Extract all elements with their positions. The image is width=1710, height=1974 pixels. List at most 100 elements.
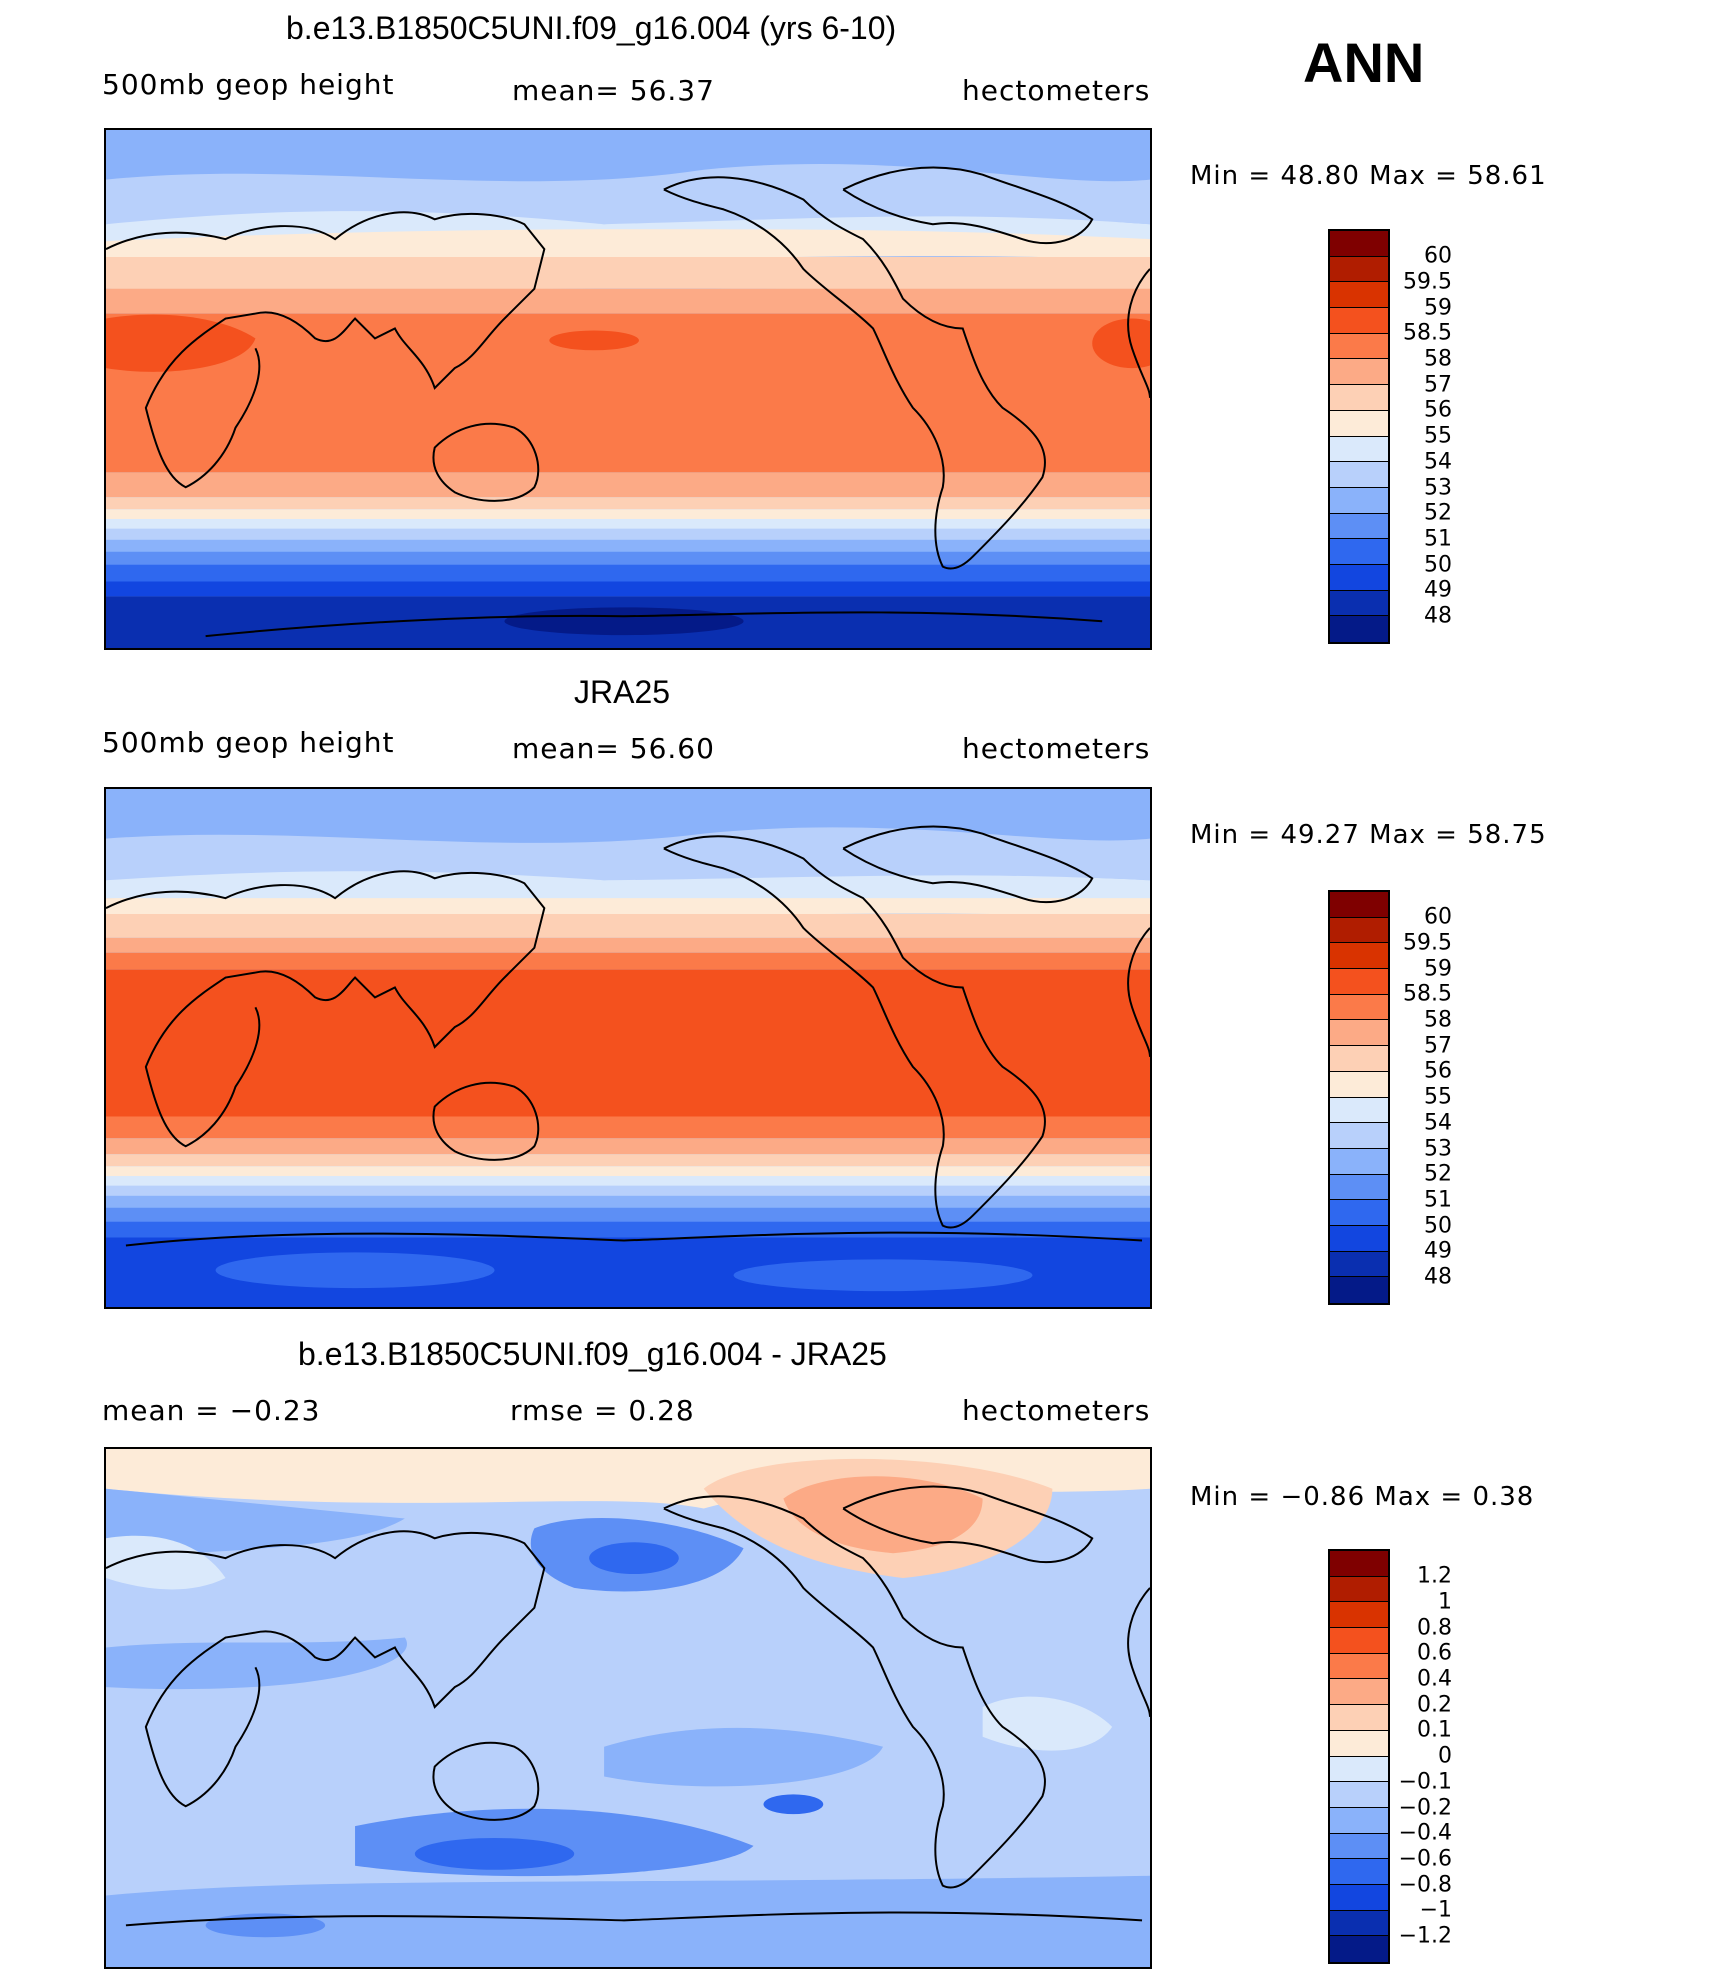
panel3-colorbar-swatch — [1330, 1782, 1388, 1808]
legend-tick-label: 59.5 — [1403, 269, 1452, 295]
panel2-mean-label: mean= 56.60 — [512, 732, 715, 765]
panel1-title: b.e13.B1850C5UNI.f09_g16.004 (yrs 6-10) — [286, 10, 897, 46]
legend-tick-label: 57 — [1424, 372, 1452, 398]
panel2-colorbar-swatch — [1330, 1251, 1388, 1278]
panel1-map — [104, 128, 1152, 650]
panel1-colorbar-swatch — [1330, 436, 1388, 463]
panel3-colorbar-swatch — [1330, 1679, 1388, 1706]
panel3-units-label: hectometers — [962, 1394, 1151, 1427]
panel2-colorbar-swatch — [1330, 892, 1388, 918]
panel3-colorbar-swatch — [1330, 1705, 1388, 1731]
panel1-colorbar-swatch — [1330, 282, 1388, 309]
panel2-colorbar-swatch — [1330, 1020, 1388, 1047]
panel2-colorbar-swatch — [1330, 1277, 1388, 1303]
panel2-colorbar-swatch — [1330, 1200, 1388, 1226]
legend-tick-label: 58.5 — [1403, 320, 1452, 346]
panel1-colorbar-swatch — [1330, 616, 1388, 642]
legend-tick-label: −1.2 — [1398, 1923, 1452, 1949]
panel2-colorbar-swatch — [1330, 1097, 1388, 1124]
legend-tick-label: 51 — [1424, 1187, 1452, 1213]
panel1-contour-field — [106, 130, 1150, 648]
panel1-colorbar-swatch — [1330, 385, 1388, 411]
season-label: ANN — [1303, 31, 1425, 94]
panel3-colorbar-swatch — [1330, 1807, 1388, 1834]
panel2-colorbar-swatch — [1330, 994, 1388, 1021]
panel3-mean-label: mean = −0.23 — [102, 1394, 321, 1427]
panel3-colorbar-swatch — [1330, 1653, 1388, 1680]
panel3-colorbar-swatch — [1330, 1833, 1388, 1860]
panel3-colorbar-swatch — [1330, 1576, 1388, 1603]
legend-tick-label: 50 — [1424, 552, 1452, 578]
legend-tick-label: 52 — [1424, 500, 1452, 526]
legend-tick-label: 60 — [1424, 243, 1452, 269]
panel3-colorbar-swatch — [1330, 1730, 1388, 1757]
panel2-colorbar-swatch — [1330, 969, 1388, 995]
panel2-title: JRA25 — [574, 674, 671, 710]
panel3-colorbar-swatch — [1330, 1936, 1388, 1962]
panel3-minmax: Min = −0.86 Max = 0.38 — [1190, 1482, 1535, 1512]
legend-tick-label: 0.1 — [1417, 1717, 1452, 1743]
panel3-colorbar-swatch — [1330, 1756, 1388, 1783]
panel1-colorbar-swatch — [1330, 256, 1388, 283]
panel1-colorbar-swatch — [1330, 513, 1388, 540]
panel1-minmax: Min = 48.80 Max = 58.61 — [1190, 161, 1547, 191]
legend-tick-label: 60 — [1424, 904, 1452, 930]
legend-tick-label: −0.8 — [1398, 1872, 1452, 1898]
legend-tick-label: 55 — [1424, 1084, 1452, 1110]
legend-tick-label: 0 — [1438, 1743, 1452, 1769]
panel1-units-label: hectometers — [962, 74, 1151, 107]
legend-tick-label: 53 — [1424, 475, 1452, 501]
legend-tick-label: 49 — [1424, 1238, 1452, 1264]
panel2-colorbar-swatch — [1330, 1071, 1388, 1098]
panel3-colorbar-swatch — [1330, 1859, 1388, 1885]
panel3-map — [104, 1447, 1152, 1969]
panel2-units-label: hectometers — [962, 732, 1151, 765]
panel2-colorbar-swatch — [1330, 943, 1388, 970]
panel1-colorbar-swatch — [1330, 462, 1388, 488]
panel3-colorbar-swatch — [1330, 1884, 1388, 1911]
panel2-contour-field — [106, 789, 1150, 1307]
legend-tick-label: 51 — [1424, 526, 1452, 552]
legend-tick-label: −0.2 — [1398, 1795, 1452, 1821]
panel2-colorbar-swatch — [1330, 917, 1388, 944]
legend-tick-label: 1.2 — [1417, 1563, 1452, 1589]
legend-tick-label: 0.6 — [1417, 1640, 1452, 1666]
legend-tick-label: −0.1 — [1398, 1769, 1452, 1795]
legend-tick-label: 57 — [1424, 1033, 1452, 1059]
legend-tick-label: 58.5 — [1403, 981, 1452, 1007]
legend-tick-label: 50 — [1424, 1213, 1452, 1239]
legend-tick-label: 58 — [1424, 1007, 1452, 1033]
panel3-colorbar-swatch — [1330, 1628, 1388, 1654]
legend-tick-label: 0.4 — [1417, 1666, 1452, 1692]
legend-tick-label: 52 — [1424, 1161, 1452, 1187]
legend-tick-label: 49 — [1424, 577, 1452, 603]
panel1-colorbar-swatch — [1330, 333, 1388, 360]
legend-tick-label: 0.2 — [1417, 1692, 1452, 1718]
panel3-colorbar — [1328, 1549, 1390, 1964]
legend-tick-label: −0.6 — [1398, 1846, 1452, 1872]
legend-tick-label: 54 — [1424, 449, 1452, 475]
panel1-colorbar — [1328, 229, 1390, 644]
panel1-colorbar-swatch — [1330, 308, 1388, 334]
legend-tick-label: 56 — [1424, 1058, 1452, 1084]
legend-tick-label: 53 — [1424, 1136, 1452, 1162]
panel2-colorbar-swatch — [1330, 1148, 1388, 1175]
panel2-minmax: Min = 49.27 Max = 58.75 — [1190, 820, 1547, 850]
panel2-colorbar-swatch — [1330, 1225, 1388, 1252]
panel1-colorbar-swatch — [1330, 539, 1388, 565]
legend-tick-label: 48 — [1424, 1264, 1452, 1290]
panel1-variable-label: 500mb geop height — [102, 68, 395, 101]
legend-tick-label: −0.4 — [1398, 1820, 1452, 1846]
panel1-mean-label: mean= 56.37 — [512, 74, 715, 107]
panel3-contour-field — [106, 1449, 1150, 1967]
legend-tick-label: 0.8 — [1417, 1615, 1452, 1641]
panel1-colorbar-swatch — [1330, 564, 1388, 591]
legend-tick-label: 59.5 — [1403, 930, 1452, 956]
legend-tick-label: 59 — [1424, 956, 1452, 982]
panel3-colorbar-swatch — [1330, 1602, 1388, 1629]
panel1-colorbar-swatch — [1330, 410, 1388, 437]
legend-tick-label: 54 — [1424, 1110, 1452, 1136]
panel3-colorbar-swatch — [1330, 1910, 1388, 1937]
panel1-colorbar-swatch — [1330, 231, 1388, 257]
legend-tick-label: 1 — [1438, 1589, 1452, 1615]
